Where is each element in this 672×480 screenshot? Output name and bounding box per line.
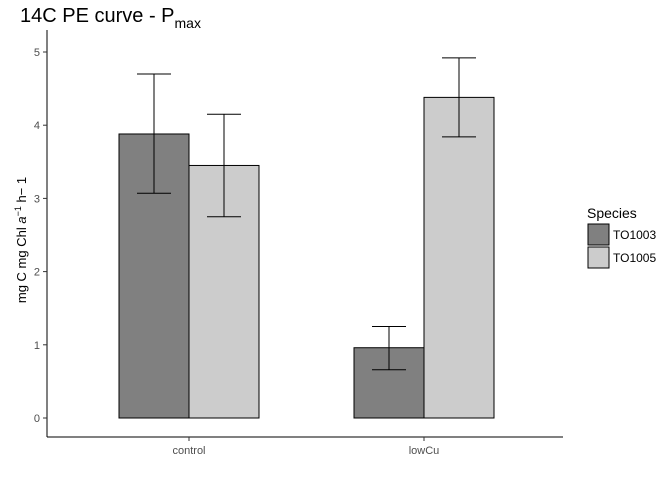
bar bbox=[353, 347, 425, 419]
x-tick-label: control bbox=[172, 445, 205, 457]
y-tick-label: 2 bbox=[34, 267, 40, 279]
legend-label: TO1005 bbox=[613, 251, 656, 265]
y-tick-label: 4 bbox=[34, 120, 40, 132]
y-tick-label: 3 bbox=[34, 193, 40, 205]
y-tick-label: 5 bbox=[34, 47, 40, 59]
bar bbox=[423, 96, 495, 419]
legend-title: Species bbox=[587, 205, 637, 221]
y-tick-label: 1 bbox=[34, 340, 40, 352]
legend: Species TO1003 TO1005 bbox=[587, 205, 656, 269]
legend-label: TO1003 bbox=[613, 228, 656, 242]
chart-title: 14C PE curve - Pmax bbox=[20, 5, 201, 31]
x-tick-label: lowCu bbox=[409, 445, 440, 457]
y-tick-label: 0 bbox=[34, 413, 40, 425]
plot-area: 0 1 2 3 4 5 control lowCu bbox=[34, 30, 563, 457]
legend-key bbox=[587, 223, 610, 246]
chart-title-subscript: max bbox=[175, 15, 201, 31]
chart-title-main: 14C PE curve - P bbox=[20, 5, 175, 27]
y-axis-title: mg C mg Chl a−1 h− 1 bbox=[13, 177, 29, 303]
bar bbox=[188, 164, 260, 419]
legend-key bbox=[587, 246, 610, 269]
